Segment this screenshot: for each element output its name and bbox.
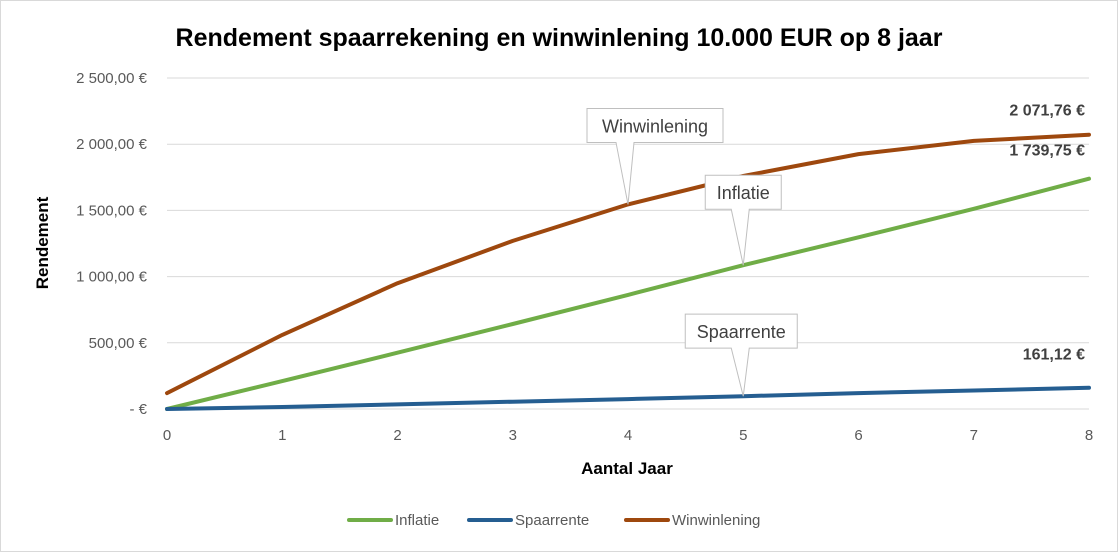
x-tick-label-6: 6: [854, 427, 862, 444]
callout-winwinlening: Winwinlening: [586, 107, 724, 205]
legend-label-inflatie: Inflatie: [395, 512, 439, 529]
legend-label-spaarrente: Spaarrente: [515, 512, 589, 529]
callout-label-spaarrente: Spaarrente: [697, 322, 786, 342]
x-tick-label-2: 2: [393, 427, 401, 444]
end-label-winwinlening: 2 071,76 €: [1009, 103, 1085, 120]
end-label-spaarrente: 161,12 €: [1023, 347, 1085, 364]
legend-item-spaarrente: Spaarrente: [467, 512, 589, 529]
y-tick-label-1500: 1 500,00 €: [76, 202, 148, 219]
x-tick-label-8: 8: [1085, 427, 1093, 444]
end-label-inflatie: 1 739,75 €: [1009, 143, 1085, 160]
y-tick-label-1000: 1 000,00 €: [76, 269, 148, 286]
x-axis-ticks: 0 1 2 3 4 5 6 7 8: [163, 427, 1093, 444]
x-tick-label-4: 4: [624, 427, 632, 444]
callout-inflatie: Inflatie: [704, 174, 782, 266]
callouts: Inflatie Spaarrente Winwinlening: [586, 107, 798, 397]
callout-box-winwinlening: [586, 107, 724, 205]
y-tick-label-2000: 2 000,00 €: [76, 136, 148, 153]
y-tick-label-2500: 2 500,00 €: [76, 70, 148, 87]
callout-label-winwinlening: Winwinlening: [602, 116, 708, 136]
y-axis-ticks: - € 500,00 € 1 000,00 € 1 500,00 € 2 000,00 …: [76, 70, 148, 418]
x-tick-label-3: 3: [509, 427, 517, 444]
series-line-spaarrente: [165, 385, 1091, 411]
series-line-inflatie: [165, 176, 1091, 411]
callout-label-inflatie: Inflatie: [717, 183, 770, 203]
callout-box-inflatie: [704, 174, 782, 266]
x-axis-title: Aantal Jaar: [581, 459, 673, 478]
x-tick-label-7: 7: [970, 427, 978, 444]
chart-title: Rendement spaarrekening en winwinlening …: [176, 24, 943, 52]
y-axis-title: Rendement: [33, 196, 52, 289]
y-tick-label-0: - €: [129, 401, 147, 418]
legend-item-inflatie: Inflatie: [347, 512, 439, 529]
x-tick-label-0: 0: [163, 427, 171, 444]
x-tick-label-5: 5: [739, 427, 747, 444]
end-labels: 1 739,75 € 161,12 € 2 071,76 €: [1009, 103, 1085, 364]
legend-label-winwinlening: Winwinlening: [672, 512, 760, 529]
legend: Inflatie Spaarrente Winwinlening: [347, 512, 760, 529]
legend-item-winwinlening: Winwinlening: [624, 512, 760, 529]
y-tick-label-500: 500,00 €: [89, 335, 148, 352]
x-tick-label-1: 1: [278, 427, 286, 444]
callout-box-spaarrente: [684, 313, 798, 397]
callout-spaarrente: Spaarrente: [684, 313, 798, 397]
